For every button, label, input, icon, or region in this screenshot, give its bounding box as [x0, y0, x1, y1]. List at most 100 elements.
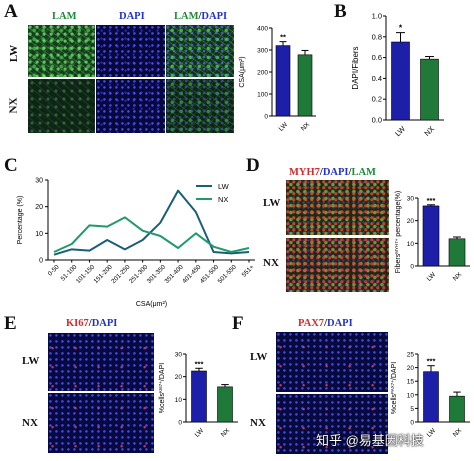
- panel-e-title-p1: /: [88, 318, 92, 329]
- micrograph-myh7-lw: [286, 180, 389, 235]
- y-tick-label: 0.2: [372, 95, 382, 104]
- micrograph-myh7-nx: [286, 238, 389, 292]
- micrograph-ki67-lw: [48, 333, 154, 391]
- series-line-lw: [53, 189, 250, 256]
- micrograph-pax7-nx: [276, 394, 388, 454]
- y-tick-label: 1.0: [372, 12, 382, 21]
- panel-e-title-p2: DAPI: [91, 318, 118, 329]
- y-tick-label: 0.0: [372, 116, 382, 125]
- panel-e-title-p0: KI67: [66, 318, 89, 329]
- panel-d-title-p4: LAM: [351, 167, 376, 178]
- bar-nx: [420, 58, 439, 121]
- x-tick-label-lw: LW: [393, 124, 408, 139]
- chart-d-bar: 0 10 20 30 FibersMYH7+ percentage(%) LW *** NX: [394, 191, 470, 283]
- panel-f-title-p0: PAX7: [298, 318, 325, 329]
- panel-label-d: D: [246, 155, 260, 176]
- significance-marker: **: [280, 33, 286, 42]
- chart-a-bar: 0 100 200 300 400 CSA(μm²) LW ** NX: [239, 26, 316, 133]
- y-tick-label: 10: [407, 392, 415, 399]
- channel-title-merge-lam: LAM: [174, 11, 199, 22]
- panel-label-e: E: [4, 313, 17, 334]
- series-line-nx: [53, 216, 250, 253]
- y-tick-label: 30: [175, 352, 183, 359]
- legend-label-nx: NX: [218, 195, 228, 204]
- channel-title-lam-text: LAM: [52, 11, 77, 22]
- x-tick-label-nx: NX: [452, 271, 464, 283]
- y-tick-label: 0: [39, 258, 43, 265]
- y-tick-label: 0.6: [372, 53, 382, 62]
- panel-label-c: C: [4, 155, 18, 176]
- y-tick-label: 30: [35, 178, 43, 185]
- y-tick-label: 25: [407, 352, 415, 359]
- y-tick-label: 400: [257, 26, 268, 33]
- micrograph-ki67-nx: [48, 393, 154, 453]
- micrograph-pax7-lw: [276, 332, 388, 392]
- bar-nx: [217, 386, 233, 423]
- x-tick-label: 551+: [241, 263, 256, 278]
- y-axis-label: Percentage (%): [17, 196, 24, 245]
- bar-lw: [422, 205, 440, 267]
- x-axis-label: CSA(μm²): [136, 301, 167, 308]
- panel-label-b: B: [334, 1, 347, 22]
- x-tick-label-nx: NX: [422, 124, 436, 138]
- y-tick-label: 20: [175, 374, 183, 381]
- channel-title-merge: LAM/DAPI: [174, 11, 228, 23]
- x-tick-label-nx: NX: [220, 427, 232, 439]
- y-tick-label: 0.4: [372, 74, 382, 83]
- panel-d-title-p0: MYH7: [289, 167, 320, 178]
- y-tick-label: 20: [35, 204, 43, 211]
- bar-nx: [448, 238, 466, 267]
- x-tick-label-lw: LW: [426, 427, 438, 439]
- chart-f-bar: 0 5 10 15 20 25 %cellsPAX7+/DAPI LW *** NX: [390, 352, 470, 439]
- significance-marker: ***: [427, 357, 436, 366]
- channel-title-merge-slash: /: [198, 11, 202, 22]
- bar-lw: [191, 370, 207, 423]
- panel-d-title-p2: DAPI: [322, 167, 349, 178]
- y-axis-label: DAPI/Fibers: [351, 46, 360, 89]
- y-tick-label: 10: [175, 397, 183, 404]
- x-tick-label: 0-50: [47, 263, 61, 277]
- significance-marker: *: [399, 23, 403, 33]
- row-label-lw: LW: [8, 44, 21, 63]
- micrograph-merge-nx: [166, 79, 234, 133]
- panel-f-title: PAX7/DAPI: [298, 318, 353, 330]
- y-tick-label: 100: [257, 92, 268, 99]
- channel-title-lam: LAM: [52, 11, 77, 23]
- y-axis-label: FibersMYH7+ percentage(%): [394, 191, 403, 273]
- bar-nx: [297, 54, 313, 117]
- x-tick-label-nx: NX: [300, 121, 312, 133]
- x-tick-label-lw: LW: [194, 427, 206, 439]
- micrograph-lam-nx: [28, 79, 95, 133]
- panel-d-row-lw: LW: [263, 197, 281, 209]
- panel-e-row-lw: LW: [22, 355, 40, 367]
- chart-e-bar: 0 10 20 30 %cellsKI67+/DAPI LW *** NX: [158, 352, 238, 439]
- bar-lw: [391, 41, 410, 121]
- y-axis-label: %cellsPAX7+/DAPI: [390, 362, 399, 414]
- y-axis-label: CSA(μm²): [239, 56, 246, 87]
- panel-d-title-p3: /: [348, 167, 352, 178]
- micrograph-dapi-lw: [96, 25, 165, 77]
- y-axis-label: %cellsKI67+/DAPI: [158, 363, 167, 413]
- y-tick-label: 0: [410, 420, 414, 427]
- panel-f-title-p2: DAPI: [326, 318, 353, 329]
- x-tick-label-nx: NX: [452, 427, 464, 439]
- y-tick-label: 10: [35, 231, 43, 238]
- bar-nx: [449, 395, 465, 423]
- panel-label-a: A: [4, 1, 18, 22]
- panel-label-f: F: [232, 313, 244, 334]
- y-tick-label: 5: [410, 406, 414, 413]
- legend-label-lw: LW: [218, 182, 230, 191]
- y-tick-label: 0: [410, 264, 414, 271]
- watermark-text: 知乎 @易基因科技: [316, 433, 424, 448]
- y-tick-label: 200: [257, 70, 268, 77]
- channel-title-merge-dapi: DAPI: [201, 11, 228, 22]
- panel-f-title-p1: /: [324, 318, 327, 329]
- y-tick-label: 20: [407, 218, 415, 225]
- micrograph-lam-lw: [28, 25, 95, 77]
- significance-marker: ***: [427, 196, 436, 205]
- significance-marker: ***: [195, 359, 204, 368]
- channel-title-dapi: DAPI: [119, 11, 145, 23]
- chart-b-bar: 0.0 0.2 0.4 0.6 0.8 1.0 DAPI/Fibers LW * NX: [351, 12, 444, 139]
- y-tick-label: 300: [257, 48, 268, 55]
